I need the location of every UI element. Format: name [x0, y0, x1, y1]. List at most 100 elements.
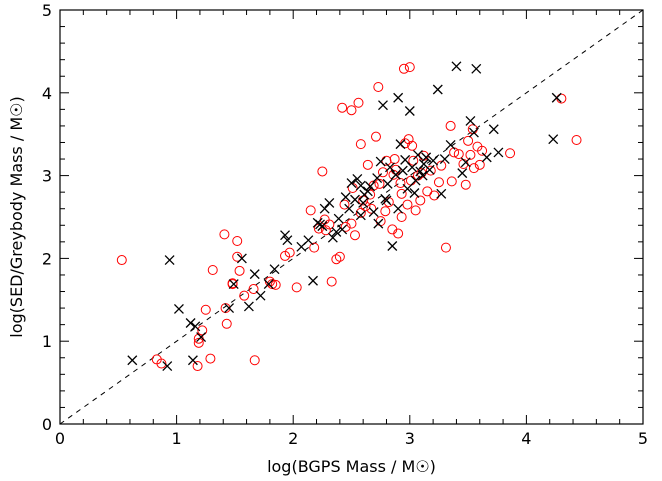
x-point — [127, 355, 138, 366]
x-point-stroke — [395, 139, 406, 150]
circle-point — [403, 134, 414, 145]
x-point — [303, 235, 314, 246]
x-point — [445, 140, 456, 150]
x-axis-label: log(BGPS Mass / M☉) — [267, 457, 436, 476]
y-axis-label: log(SED/Greybody Mass / M☉) — [7, 96, 26, 337]
circle-point — [353, 97, 364, 108]
x-point-stroke — [418, 159, 429, 169]
x-point — [372, 173, 383, 184]
x-point-stroke — [263, 279, 274, 290]
x-point — [319, 203, 330, 214]
x-point — [344, 203, 355, 214]
x-point-stroke — [362, 186, 373, 197]
x-point — [381, 195, 392, 206]
x-point — [397, 165, 408, 176]
circle-point — [398, 63, 409, 74]
x-point-stroke — [390, 169, 401, 180]
circle-point — [396, 188, 407, 199]
x-point — [393, 203, 404, 214]
x-point — [418, 159, 429, 169]
x-tick-label: 4 — [521, 429, 531, 448]
x-point — [551, 92, 562, 103]
x-point — [436, 188, 447, 199]
x-point — [365, 181, 376, 192]
x-point-stroke — [224, 303, 235, 314]
x-point — [236, 253, 247, 264]
x-point-stroke — [465, 115, 476, 126]
x-point-stroke — [243, 301, 254, 312]
x-point-stroke — [280, 230, 290, 241]
x-point — [410, 175, 421, 186]
circle-point — [477, 145, 488, 156]
circle-point — [402, 199, 413, 210]
y-tick-label: 0 — [42, 415, 52, 434]
x-point — [493, 147, 504, 158]
circle-point — [337, 102, 348, 113]
circle-point — [320, 225, 331, 236]
x-point-stroke — [346, 178, 357, 189]
circle-point — [284, 247, 295, 258]
circle-point — [221, 318, 232, 329]
x-point — [190, 321, 201, 332]
x-point — [451, 61, 462, 72]
circle-point — [468, 163, 479, 174]
circle-point — [317, 166, 328, 177]
circle-point — [200, 304, 211, 315]
x-point-stroke — [317, 221, 328, 232]
y-tick-label: 1 — [42, 332, 52, 351]
circle-point — [116, 255, 127, 266]
circle-point — [505, 148, 516, 159]
circle-point — [393, 228, 404, 239]
x-point — [243, 301, 254, 312]
x-point — [228, 279, 239, 290]
x-point-stroke — [382, 178, 393, 189]
x-point-stroke — [375, 156, 386, 167]
x-point-stroke — [410, 175, 421, 186]
circle-point — [463, 135, 474, 146]
x-point-stroke — [409, 188, 420, 198]
x-point-stroke — [413, 149, 423, 160]
x-point-stroke — [196, 332, 207, 343]
x-point — [162, 361, 173, 371]
x-point — [269, 264, 280, 275]
circle-point — [232, 236, 243, 247]
x-point-stroke — [457, 168, 468, 179]
circle-point — [270, 279, 281, 290]
circle-point — [410, 205, 421, 216]
x-point — [164, 255, 175, 266]
x-point-stroke — [493, 147, 504, 158]
x-point-stroke — [432, 84, 443, 95]
x-point-stroke — [451, 61, 462, 72]
x-point-stroke — [355, 180, 366, 191]
x-point — [390, 169, 401, 180]
x-point-stroke — [185, 318, 196, 328]
circle-point — [248, 284, 259, 295]
x-point — [340, 192, 351, 203]
x-point — [382, 178, 393, 189]
x-point-stroke — [481, 152, 492, 163]
one-to-one-reference-line — [59, 9, 644, 425]
x-point-stroke — [488, 124, 499, 135]
x-point — [432, 84, 443, 95]
x-point-stroke — [255, 290, 266, 301]
circle-point — [395, 178, 406, 189]
circle-point — [267, 279, 278, 290]
x-point-stroke — [397, 165, 408, 176]
x-point-stroke — [282, 235, 293, 246]
circle-point — [355, 207, 366, 218]
x-point-stroke — [436, 188, 447, 199]
x-tick-label: 3 — [405, 429, 415, 448]
x-tick-label: 0 — [55, 429, 65, 448]
x-point-stroke — [445, 140, 456, 150]
circle-point — [334, 251, 345, 262]
circle-point — [474, 159, 485, 170]
x-point-stroke — [421, 152, 432, 163]
x-point — [413, 149, 423, 160]
x-point-stroke — [548, 134, 559, 145]
circle-point — [220, 303, 231, 314]
circle-point — [415, 195, 426, 206]
x-point-stroke — [127, 355, 138, 366]
x-point — [263, 279, 274, 290]
x-point — [358, 197, 369, 208]
circle-point — [365, 189, 376, 200]
